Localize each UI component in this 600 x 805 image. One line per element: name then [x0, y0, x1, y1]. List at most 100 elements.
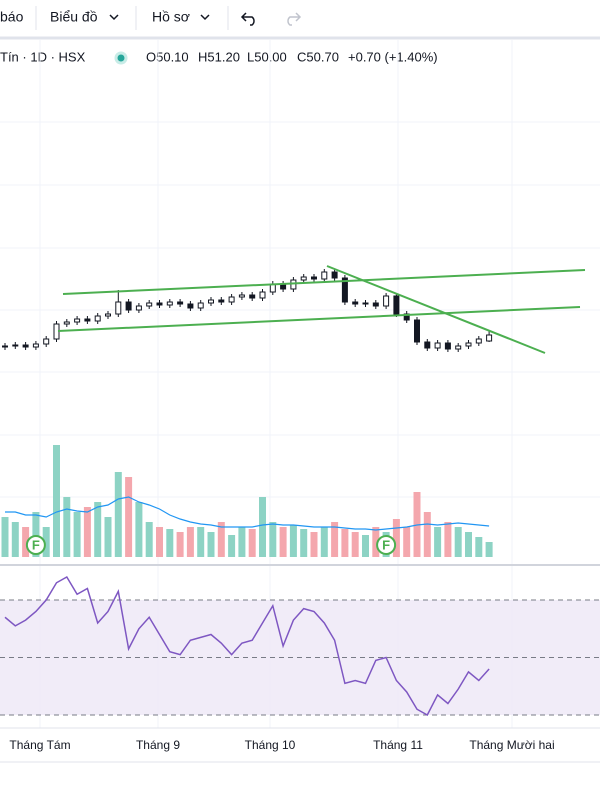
- candle-body: [105, 313, 111, 317]
- volume-bar: [372, 527, 380, 557]
- volume-bar: [197, 527, 205, 557]
- volume-bar: [403, 527, 411, 557]
- volume-bar: [83, 507, 91, 557]
- x-axis-label: Tháng 9: [136, 738, 180, 752]
- candle-body: [300, 276, 307, 281]
- legend-low: L50.00: [247, 49, 287, 64]
- chevron: [200, 14, 210, 21]
- volume-bar: [166, 529, 174, 557]
- volume-bar: [279, 527, 287, 557]
- volume-bar: [465, 532, 472, 557]
- volume-bar: [125, 477, 133, 557]
- candle-body: [486, 334, 493, 342]
- candle-body: [414, 319, 420, 343]
- volume-bar: [11, 522, 19, 557]
- rsi-line: [4, 575, 490, 717]
- candle-body: [208, 299, 214, 304]
- x-axis-label: Tháng 11: [373, 738, 423, 752]
- volume-bar: [341, 529, 349, 557]
- candle-body: [43, 338, 50, 345]
- candle-body: [290, 279, 297, 290]
- volume-bar: [73, 512, 81, 557]
- candle-body: [84, 318, 91, 322]
- candle-body: [12, 344, 19, 347]
- candle-body: [32, 343, 39, 348]
- candle-body: [321, 271, 328, 280]
- volume-bar: [351, 532, 359, 557]
- volume-ma-line: [5, 496, 490, 531]
- event-label: F: [382, 537, 390, 552]
- status-dot: [114, 51, 128, 65]
- volume-bar: [238, 527, 246, 557]
- candle-body: [156, 302, 163, 306]
- volume-bar: [362, 535, 369, 557]
- volume-bar: [228, 535, 236, 557]
- candle-body: [125, 301, 132, 311]
- volume-bar: [269, 522, 277, 557]
- volume-bar: [156, 527, 163, 557]
- volume-bar: [135, 502, 143, 557]
- volume-bar: [42, 527, 50, 557]
- legend-change: +0.70 (+1.40%): [348, 49, 438, 64]
- volume-bar: [485, 542, 493, 557]
- volume-bar: [300, 529, 308, 557]
- volume-bar: [434, 527, 442, 557]
- candle-body: [197, 302, 204, 309]
- candle-body: [434, 342, 441, 349]
- candle-body: [465, 342, 472, 347]
- toolbar-item[interactable]: Biểu đồ: [50, 9, 98, 25]
- volume-bar: [217, 522, 225, 557]
- candle-body: [63, 321, 70, 325]
- volume-bar: [22, 527, 30, 557]
- volume-bar: [475, 537, 483, 557]
- volume-bar: [310, 532, 318, 557]
- candle-body: [135, 305, 142, 311]
- undo-button[interactable]: [240, 12, 255, 26]
- candle-body: [352, 301, 359, 305]
- volume-bar: [176, 532, 184, 557]
- x-axis-label: Tháng Mười hai: [469, 738, 554, 752]
- candle-body: [424, 341, 431, 349]
- chevron: [109, 14, 119, 21]
- candle-body: [444, 342, 451, 350]
- trend-line[interactable]: [62, 269, 586, 295]
- toolbar-item[interactable]: Hồ sơ: [152, 9, 190, 25]
- redo-button[interactable]: [287, 12, 302, 26]
- volume-bar: [63, 497, 71, 557]
- volume-bar: [289, 525, 297, 557]
- volume-bar: [186, 527, 194, 557]
- event-marker: [25, 535, 46, 555]
- volume-bar: [145, 522, 153, 557]
- candle-body: [218, 299, 225, 303]
- trend-line[interactable]: [326, 265, 546, 354]
- candle-body: [146, 302, 153, 307]
- candle-body: [311, 276, 317, 280]
- candle-body: [383, 295, 390, 307]
- trend-line[interactable]: [57, 306, 581, 332]
- volume-bar: [104, 517, 112, 557]
- toolbar-item[interactable]: báo: [0, 9, 24, 25]
- volume-bar: [248, 529, 256, 557]
- volume-bar: [392, 519, 400, 557]
- toolbar: [0, 0, 600, 38]
- x-axis-label: Tháng 10: [245, 738, 296, 752]
- volume-bar: [53, 445, 60, 557]
- volume-bar: [1, 517, 9, 557]
- x-axis-label: Tháng Tám: [9, 738, 70, 752]
- candle-body: [362, 302, 369, 305]
- volume-bar: [423, 512, 431, 557]
- legend-close: C50.70: [297, 49, 339, 64]
- candle-body: [94, 315, 101, 322]
- volume-bar: [207, 532, 215, 557]
- volume-bar: [444, 522, 452, 557]
- candle-body: [177, 301, 184, 305]
- candle-body: [187, 303, 194, 309]
- candle-body: [228, 296, 235, 303]
- candle-body: [2, 345, 8, 348]
- candle-body: [475, 338, 482, 344]
- symbol: Tín · 1D · HSX: [0, 49, 86, 64]
- candle-body: [455, 345, 462, 350]
- candle-body: [74, 318, 81, 323]
- volume-bar: [454, 527, 462, 557]
- candle-body: [331, 271, 338, 279]
